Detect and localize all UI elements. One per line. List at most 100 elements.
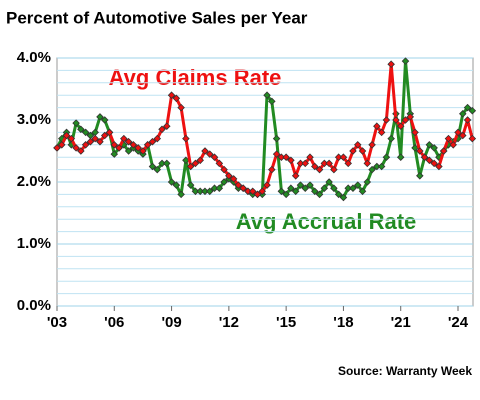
marker xyxy=(105,128,114,137)
marker xyxy=(258,187,267,196)
marker xyxy=(396,153,405,161)
marker xyxy=(468,106,477,115)
marker xyxy=(306,153,314,161)
marker xyxy=(86,137,95,146)
x-tick-label: '03 xyxy=(47,314,67,331)
marker xyxy=(158,125,166,134)
marker xyxy=(205,150,214,158)
marker xyxy=(430,144,438,152)
marker xyxy=(58,141,66,149)
marker xyxy=(167,91,176,99)
marker xyxy=(320,184,329,192)
x-tick-label: '06 xyxy=(104,314,124,331)
marker xyxy=(91,134,99,143)
marker xyxy=(182,134,190,143)
marker xyxy=(449,141,457,149)
marker xyxy=(291,187,300,196)
marker xyxy=(215,159,224,168)
marker xyxy=(110,141,119,149)
chart-title: Percent of Automotive Sales per Year xyxy=(6,8,308,27)
marker xyxy=(425,141,434,149)
marker xyxy=(425,156,434,165)
marker xyxy=(315,165,324,174)
marker xyxy=(377,128,386,137)
marker xyxy=(268,97,276,106)
marker xyxy=(100,131,109,140)
marker xyxy=(382,116,391,124)
marker xyxy=(220,165,228,174)
marker xyxy=(239,184,247,192)
marker xyxy=(344,159,352,168)
marker xyxy=(201,147,209,155)
marker xyxy=(172,94,181,103)
marker xyxy=(148,162,157,171)
marker xyxy=(248,187,257,196)
marker xyxy=(153,134,162,143)
marker xyxy=(363,178,372,186)
marker xyxy=(143,141,152,149)
y-tick-label: 2.0% xyxy=(17,173,51,190)
marker xyxy=(287,184,295,192)
marker xyxy=(67,134,76,143)
marker xyxy=(387,134,395,143)
marker xyxy=(459,110,467,118)
marker xyxy=(268,165,276,174)
marker xyxy=(124,147,133,155)
marker xyxy=(139,147,147,155)
marker xyxy=(349,147,357,155)
marker xyxy=(401,116,410,124)
marker xyxy=(196,156,204,165)
marker xyxy=(468,134,477,143)
y-tick-label: 0.0% xyxy=(17,297,51,314)
marker xyxy=(382,153,391,161)
marker xyxy=(253,190,262,199)
marker xyxy=(186,162,195,171)
marker xyxy=(287,156,295,165)
marker xyxy=(459,131,467,140)
marker xyxy=(301,184,310,192)
marker xyxy=(100,116,109,124)
marker xyxy=(291,172,300,180)
marker xyxy=(272,150,281,158)
marker xyxy=(282,153,290,161)
marker xyxy=(311,187,319,196)
x-tick-label: '21 xyxy=(391,314,411,331)
marker xyxy=(263,91,271,99)
marker xyxy=(148,137,157,146)
marker xyxy=(339,193,348,202)
marker xyxy=(220,178,228,186)
y-tick-label: 3.0% xyxy=(17,111,51,128)
marker xyxy=(392,116,400,124)
marker xyxy=(167,178,176,186)
marker xyxy=(439,147,448,155)
marker xyxy=(163,159,171,168)
line xyxy=(55,59,474,199)
marker xyxy=(234,181,243,189)
marker xyxy=(368,141,376,149)
marker xyxy=(134,144,142,152)
y-tick-label: 1.0% xyxy=(17,235,51,252)
marker xyxy=(282,190,290,199)
marker xyxy=(96,137,104,146)
marker xyxy=(53,144,61,152)
marker xyxy=(301,159,310,168)
marker xyxy=(416,172,424,180)
marker xyxy=(277,187,286,196)
marker xyxy=(205,187,214,196)
series xyxy=(53,60,477,199)
marker xyxy=(115,144,123,152)
marker xyxy=(430,159,438,168)
marker xyxy=(172,181,181,189)
marker xyxy=(163,122,171,130)
marker xyxy=(330,165,338,174)
marker xyxy=(120,134,128,143)
marker xyxy=(401,57,410,65)
y-tick-label: 4.0% xyxy=(17,49,51,66)
marker xyxy=(334,190,343,199)
marker xyxy=(358,187,367,196)
marker xyxy=(330,184,338,192)
marker xyxy=(62,131,71,140)
marker xyxy=(186,181,195,189)
marker xyxy=(96,113,104,121)
marker xyxy=(296,181,305,189)
